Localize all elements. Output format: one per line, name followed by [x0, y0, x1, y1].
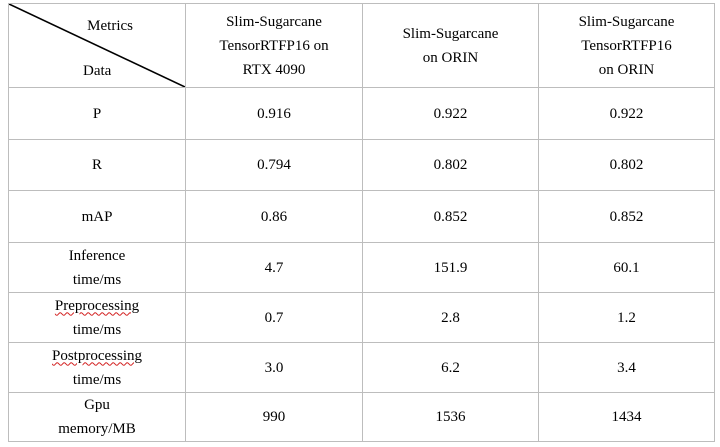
- table-row-postprocessing-time: Postprocessing time/ms 3.0 6.2 3.4: [8, 342, 715, 393]
- table-cell: 0.7: [185, 292, 363, 343]
- table-cell: 3.4: [538, 342, 715, 393]
- column-header-rtx4090-trt: Slim-Sugarcane TensorRTFP16 on RTX 4090: [185, 3, 363, 88]
- row-label: Preprocessing time/ms: [8, 292, 186, 343]
- data-label: Data: [83, 63, 112, 79]
- header-row: Metrics Data Slim-Sugarcane TensorRTFP16…: [8, 3, 715, 88]
- table-row-p: P 0.916 0.922 0.922: [8, 87, 715, 140]
- metrics-label: Metrics: [87, 18, 133, 34]
- table-cell: 60.1: [538, 242, 715, 293]
- row-label: Inference time/ms: [8, 242, 186, 293]
- table-cell: 1536: [362, 392, 539, 442]
- row-label: Postprocessing time/ms: [8, 342, 186, 393]
- column-header-orin-trt: Slim-Sugarcane TensorRTFP16 on ORIN: [538, 3, 715, 88]
- table-cell: 0.916: [185, 87, 363, 140]
- column-header-orin: Slim-Sugarcane on ORIN: [362, 3, 539, 88]
- row-label: R: [8, 139, 186, 191]
- table-cell: 0.852: [362, 190, 539, 243]
- column-header-line: TensorRTFP16 on: [219, 37, 329, 54]
- table-cell: 151.9: [362, 242, 539, 293]
- diagonal-divider: [9, 4, 185, 87]
- table-cell: 0.922: [362, 87, 539, 140]
- table-cell: 4.7: [185, 242, 363, 293]
- comparison-table-container: Metrics Data Slim-Sugarcane TensorRTFP16…: [8, 3, 715, 442]
- table-row-map: mAP 0.86 0.852 0.852: [8, 190, 715, 243]
- table-cell: 0.852: [538, 190, 715, 243]
- table-cell: 1434: [538, 392, 715, 442]
- table-cell: 0.802: [362, 139, 539, 191]
- table-cell: 2.8: [362, 292, 539, 343]
- table-row-r: R 0.794 0.802 0.802: [8, 139, 715, 191]
- table-cell: 0.922: [538, 87, 715, 140]
- table-cell: 0.802: [538, 139, 715, 191]
- table-row-inference-time: Inference time/ms 4.7 151.9 60.1: [8, 242, 715, 293]
- table-cell: 3.0: [185, 342, 363, 393]
- table-cell: 0.86: [185, 190, 363, 243]
- row-label: P: [8, 87, 186, 140]
- column-header-line: TensorRTFP16: [581, 37, 672, 54]
- column-header-line: on ORIN: [598, 61, 655, 78]
- comparison-table: Metrics Data Slim-Sugarcane TensorRTFP16…: [8, 3, 715, 442]
- table-cell: 1.2: [538, 292, 715, 343]
- table-row-preprocessing-time: Preprocessing time/ms 0.7 2.8 1.2: [8, 292, 715, 343]
- column-header-line: Slim-Sugarcane: [226, 13, 322, 30]
- table-cell: 990: [185, 392, 363, 442]
- column-header-line: Slim-Sugarcane: [578, 13, 675, 30]
- table-cell: 0.794: [185, 139, 363, 191]
- row-label: mAP: [8, 190, 186, 243]
- column-header-line: on ORIN: [422, 49, 479, 66]
- column-header-line: RTX 4090: [242, 61, 306, 78]
- table-cell: 6.2: [362, 342, 539, 393]
- table-row-gpu-memory: Gpu memory/MB 990 1536 1434: [8, 392, 715, 442]
- corner-cell: Metrics Data: [8, 3, 186, 88]
- column-header-line: Slim-Sugarcane: [402, 25, 499, 42]
- row-label: Gpu memory/MB: [8, 392, 186, 442]
